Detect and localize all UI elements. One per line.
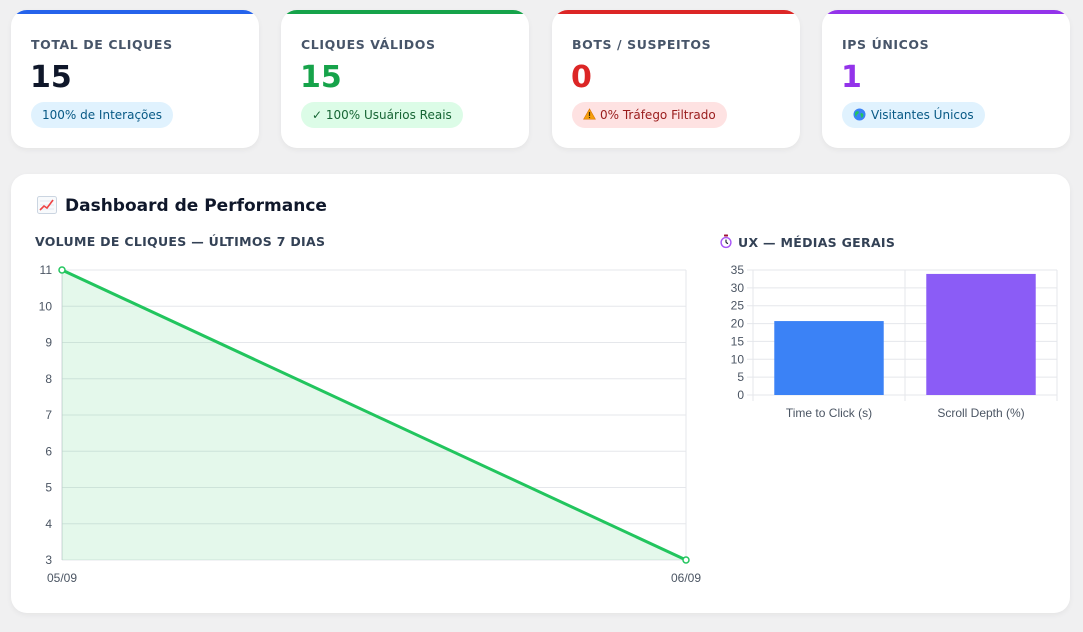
chart-increasing-icon — [37, 196, 57, 214]
card-accent-bar — [11, 10, 259, 14]
stat-card-valid-clicks: CLIQUES VÁLIDOS 15 ✓ 100% Usuários Reais — [281, 10, 529, 148]
x-tick-label: Scroll Depth (%) — [937, 406, 1024, 420]
y-tick-label: 6 — [45, 444, 52, 458]
ux-chart-title-row: UX — MÉDIAS GERAIS — [719, 234, 895, 250]
stat-badge: 0% Tráfego Filtrado — [572, 102, 727, 128]
y-tick-label: 8 — [45, 372, 52, 386]
y-tick-label: 35 — [731, 263, 745, 277]
warning-icon — [583, 108, 596, 120]
stat-card-unique-ips: IPS ÚNICOS 1 Visitantes Únicos — [822, 10, 1070, 148]
stat-badge-text: Visitantes Únicos — [871, 108, 974, 122]
y-tick-label: 3 — [45, 553, 52, 567]
card-accent-bar — [552, 10, 800, 14]
bar — [926, 273, 1036, 395]
y-tick-label: 20 — [731, 317, 745, 331]
data-point — [58, 266, 66, 274]
y-tick-label: 30 — [731, 281, 745, 295]
stopwatch-icon — [720, 234, 732, 249]
card-accent-bar — [281, 10, 529, 14]
y-tick-label: 5 — [737, 370, 744, 384]
bar — [774, 321, 884, 395]
stat-value: 0 — [571, 60, 592, 95]
y-tick-label: 25 — [731, 299, 745, 313]
stat-value: 15 — [300, 60, 342, 95]
stat-value: 1 — [841, 60, 862, 95]
stat-value: 15 — [30, 60, 72, 95]
stat-badge-text: 100% de Interações — [42, 108, 163, 122]
y-tick-label: 5 — [45, 481, 52, 495]
x-tick-label: 06/09 — [671, 571, 701, 585]
panel-title-text: Dashboard de Performance — [65, 196, 327, 216]
stat-label: TOTAL DE CLIQUES — [31, 37, 173, 52]
ux-chart-title: UX — MÉDIAS GERAIS — [738, 235, 896, 250]
panel-title: Dashboard de Performance — [37, 196, 327, 216]
ux-averages-chart: 0 5 10 15 20 25 30 35 Time to Click (s) Scroll De… — [731, 263, 1058, 420]
stat-badge: Visitantes Únicos — [842, 102, 985, 128]
stat-label: CLIQUES VÁLIDOS — [301, 37, 436, 52]
x-tick-label: 05/09 — [47, 571, 77, 585]
volume-chart-title: VOLUME DE CLIQUES — ÚLTIMOS 7 DIAS — [35, 234, 326, 249]
y-tick-label: 10 — [39, 299, 53, 313]
data-point — [682, 556, 690, 564]
click-volume-chart: 3 4 5 6 7 8 9 10 11 05/09 06/09 — [39, 263, 702, 585]
stat-badge-text: ✓ 100% Usuários Reais — [312, 108, 452, 122]
card-accent-bar — [822, 10, 1070, 14]
series-line — [61, 268, 687, 562]
stat-label: BOTS / SUSPEITOS — [572, 37, 712, 52]
y-tick-label: 4 — [45, 517, 52, 531]
y-tick-label: 9 — [45, 336, 52, 350]
stat-label: IPS ÚNICOS — [842, 37, 930, 52]
performance-panel: Dashboard de Performance VOLUME DE CLIQU… — [11, 174, 1070, 613]
globe-icon — [853, 108, 866, 121]
x-tick-label: Time to Click (s) — [786, 406, 872, 420]
stat-badge: ✓ 100% Usuários Reais — [301, 102, 463, 128]
y-tick-label: 7 — [45, 408, 52, 422]
y-tick-label: 11 — [40, 263, 53, 277]
stat-badge-text: 0% Tráfego Filtrado — [600, 108, 716, 122]
stat-badge: 100% de Interações — [31, 102, 174, 128]
y-tick-label: 15 — [731, 334, 745, 348]
stat-card-total-clicks: TOTAL DE CLIQUES 15 100% de Interações — [11, 10, 259, 148]
y-tick-label: 10 — [731, 352, 745, 366]
y-tick-label: 0 — [737, 388, 744, 402]
stat-card-bots: BOTS / SUSPEITOS 0 0% Tráfego Filtrado — [552, 10, 800, 148]
